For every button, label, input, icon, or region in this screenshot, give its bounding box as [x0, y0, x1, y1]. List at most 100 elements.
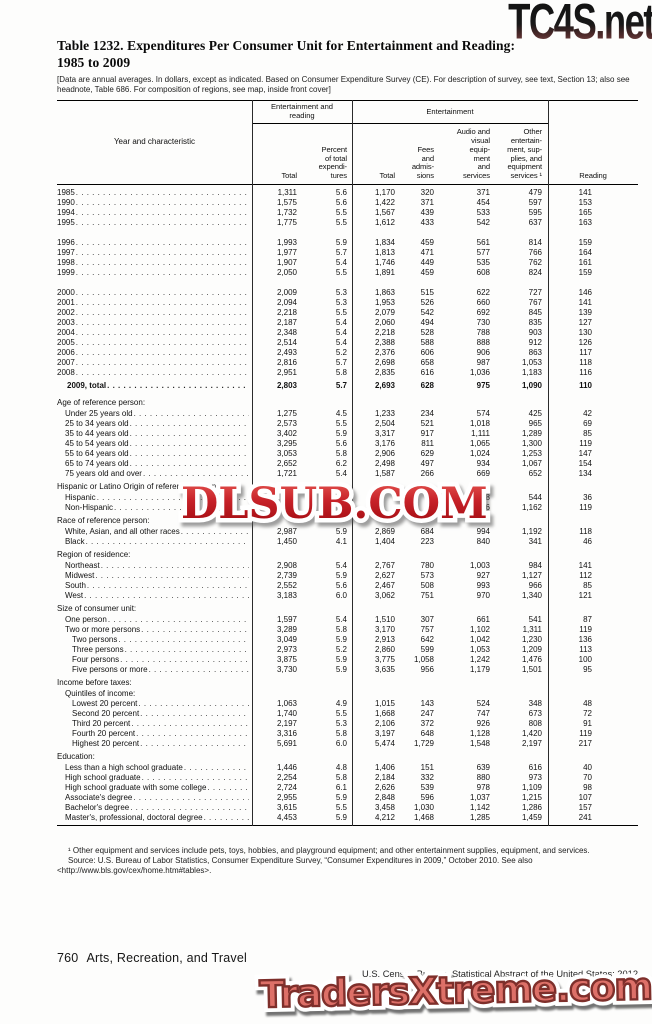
- cell-value: 3,197: [374, 728, 395, 738]
- cell-value: 85: [583, 580, 592, 590]
- table-row: 1997 1,977 5.7 1,813 471 577 766 164: [57, 247, 638, 257]
- row-label: South: [57, 581, 252, 590]
- cell-value: 1,230: [521, 634, 542, 644]
- column-rule-2: [352, 100, 353, 826]
- leader-dots: [97, 493, 249, 502]
- cell-value: 3,875: [276, 654, 297, 664]
- cell-value: 70: [583, 772, 592, 782]
- table-row: 2007 2,816 5.7 2,698 658 987 1,053 118: [57, 357, 638, 367]
- row-label: Race of reference person:: [57, 516, 150, 525]
- row-label: Master's, professional, doctoral degree: [57, 813, 252, 822]
- col-header-percent-of-total-expenditures: Percent of total expendi- tures: [318, 144, 347, 181]
- cell-value: 1,285: [469, 812, 490, 822]
- cell-value: 2,197: [521, 738, 542, 748]
- leader-dots: [184, 763, 249, 772]
- cell-value: 751: [420, 590, 434, 600]
- cell-value: 1,018: [469, 418, 490, 428]
- cell-value: 2,348: [276, 327, 297, 337]
- cell-value: 2,552: [276, 580, 297, 590]
- cell-value: 2,254: [276, 772, 297, 782]
- cell-value: 1,036: [469, 367, 490, 377]
- cell-value: 1,170: [374, 187, 395, 197]
- cell-value: 497: [420, 458, 434, 468]
- cell-value: 5.8: [335, 728, 347, 738]
- leader-dots: [76, 258, 249, 267]
- row-label: Size of consumer unit:: [57, 604, 137, 613]
- leader-dots: [143, 469, 249, 478]
- cell-value: 2,388: [374, 337, 395, 347]
- cell-value: 2,698: [374, 357, 395, 367]
- cell-value: 4,453: [276, 812, 297, 822]
- statistical-table: Year and characteristic Entertainment an…: [57, 100, 638, 826]
- cell-value: 956: [420, 664, 434, 674]
- cell-value: 48: [583, 698, 592, 708]
- row-label: 2009, total: [57, 381, 252, 390]
- row-gap: [57, 277, 638, 287]
- row-label: 2000: [57, 288, 252, 297]
- table-row: 2003 2,187 5.4 2,060 494 730 835 127: [57, 317, 638, 327]
- cell-value: 661: [476, 614, 490, 624]
- cell-value: 1,102: [469, 624, 490, 634]
- cell-value: 1,612: [374, 217, 395, 227]
- table-row: 1998 1,907 5.4 1,746 449 535 762 161: [57, 257, 638, 267]
- cell-value: 165: [578, 207, 592, 217]
- cell-value: 3,176: [374, 438, 395, 448]
- cell-value: 3,730: [276, 664, 297, 674]
- cell-value: 161: [578, 257, 592, 267]
- cell-value: 727: [528, 287, 542, 297]
- table-row: Associate's degree 2,955 5.9 2,848 596 1,037 1…: [57, 792, 638, 802]
- cell-value: 459: [420, 237, 434, 247]
- cell-value: 1,450: [276, 536, 297, 546]
- cell-value: 3,053: [276, 448, 297, 458]
- cell-value: 599: [420, 644, 434, 654]
- cell-value: 3,775: [374, 654, 395, 664]
- cell-value: 119: [579, 438, 592, 448]
- cell-value: 637: [528, 217, 542, 227]
- cell-value: 1,215: [521, 792, 542, 802]
- cell-value: 5.6: [335, 438, 347, 448]
- cell-value: 1,907: [276, 257, 297, 267]
- leader-dots: [130, 419, 249, 428]
- cell-value: 2,739: [276, 570, 297, 580]
- cell-value: 433: [420, 217, 434, 227]
- leader-dots: [138, 699, 249, 708]
- table-row: Two persons 3,049 5.9 2,913 642 1,042 1,230 136: [57, 634, 638, 644]
- leader-dots: [87, 581, 249, 590]
- cell-value: 1,058: [413, 654, 434, 664]
- table-row: 2008 2,951 5.8 2,835 616 1,036 1,183 116: [57, 367, 638, 377]
- row-label: 1996: [57, 238, 252, 247]
- cell-value: 1,142: [469, 802, 490, 812]
- cell-value: 1,468: [413, 812, 434, 822]
- leader-dots: [76, 288, 249, 297]
- cell-value: 5.5: [335, 217, 347, 227]
- cell-value: 159: [578, 237, 592, 247]
- cell-value: 934: [476, 458, 490, 468]
- cell-value: 119: [579, 728, 592, 738]
- row-label: Highest 20 percent: [57, 739, 252, 748]
- cell-value: 2,835: [374, 367, 395, 377]
- row-label: Second 20 percent: [57, 709, 252, 718]
- cell-value: 561: [476, 237, 490, 247]
- row-label: 1990: [57, 198, 252, 207]
- cell-value: 814: [528, 237, 542, 247]
- leader-dots: [141, 625, 249, 634]
- publication-line: U.S. Census Bureau, Statistical Abstract…: [362, 969, 638, 979]
- row-label: 25 to 34 years old: [57, 419, 252, 428]
- cell-value: 5.8: [335, 624, 347, 634]
- cell-value: 5.7: [335, 381, 347, 390]
- cell-value: 121: [578, 590, 592, 600]
- cell-value: 987: [476, 357, 490, 367]
- cell-value: 1,067: [521, 458, 542, 468]
- cell-value: 1,721: [276, 468, 297, 478]
- cell-value: 2,197: [276, 718, 297, 728]
- cell-value: 673: [528, 708, 542, 718]
- cell-value: 573: [420, 570, 434, 580]
- table-row: 35 to 44 years old 3,402 5.9 3,317 917 1,111 1…: [57, 428, 638, 438]
- cell-value: 5,691: [276, 738, 297, 748]
- leader-dots: [76, 318, 249, 327]
- cell-value: 5.9: [335, 428, 347, 438]
- col-header-fees-and-admissions: Fees and admis- sions: [411, 144, 434, 181]
- group-header-entertainment: Entertainment: [352, 101, 548, 124]
- cell-value: 42: [583, 408, 592, 418]
- cell-value: 3,402: [276, 428, 297, 438]
